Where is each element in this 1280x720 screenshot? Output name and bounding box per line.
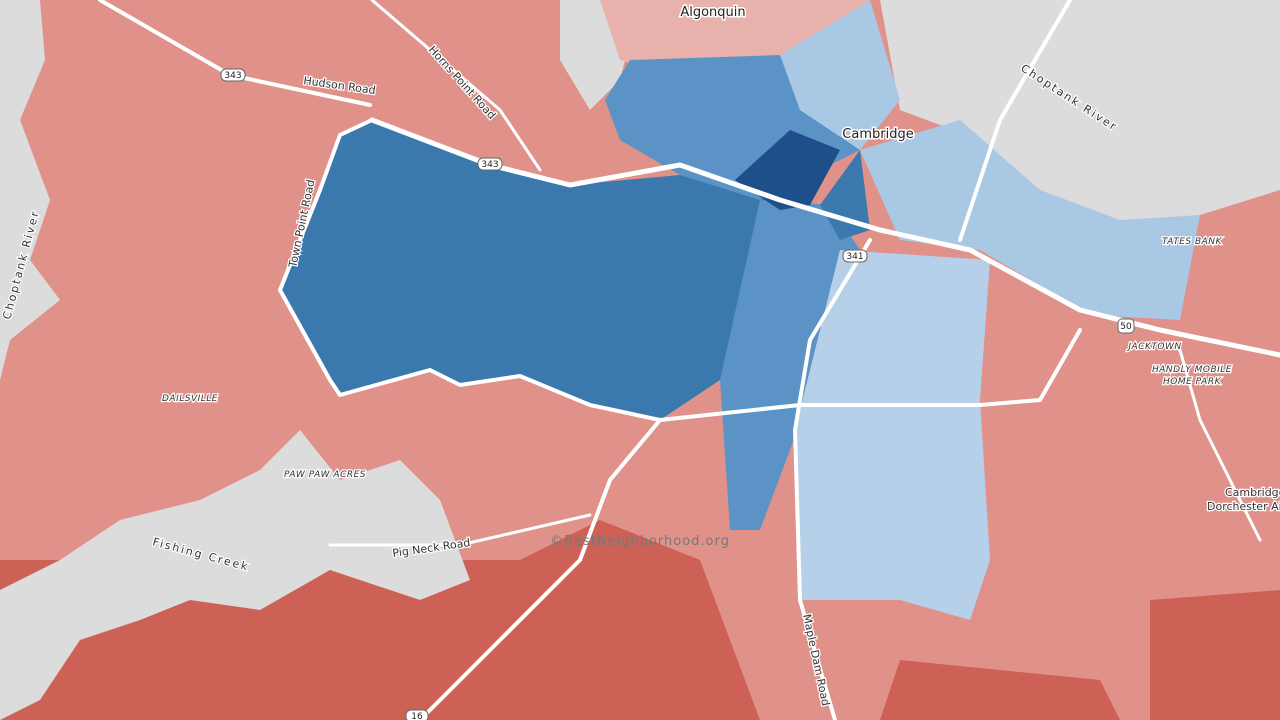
place-label: HANDLY MOBILE <box>1152 365 1232 375</box>
dark-blue-region <box>735 130 840 210</box>
blue-region <box>280 120 770 420</box>
water <box>0 0 60 380</box>
water <box>0 430 470 720</box>
watermark: ©BestNeighborhood.org <box>550 534 730 549</box>
place-label: HOME PARK <box>1163 377 1222 387</box>
place-label: Cambridge <box>842 127 913 142</box>
shield-label: 341 <box>846 252 863 262</box>
light-blue-region <box>795 250 990 620</box>
place-label: Cambridge- <box>1225 486 1280 499</box>
light-blue-region <box>780 0 900 150</box>
place-label: Dorchester Airport <box>1207 500 1280 513</box>
place-label: JACKTOWN <box>1126 342 1181 352</box>
place-label: PAW PAW ACRES <box>284 470 366 480</box>
place-label: DAILSVILLE <box>162 394 218 404</box>
shield-label: 50 <box>1120 322 1132 332</box>
shield-label: 343 <box>224 71 241 81</box>
route-shields: 343 343 341 50 16 <box>220 68 1135 720</box>
blue-region <box>720 200 860 530</box>
place-label: TATES BANK <box>1162 237 1222 247</box>
shield-label: 343 <box>481 160 498 170</box>
water <box>880 0 1280 240</box>
place-label: Algonquin <box>680 5 745 20</box>
light-blue-region <box>860 120 1200 320</box>
shield-label: 16 <box>411 712 423 720</box>
